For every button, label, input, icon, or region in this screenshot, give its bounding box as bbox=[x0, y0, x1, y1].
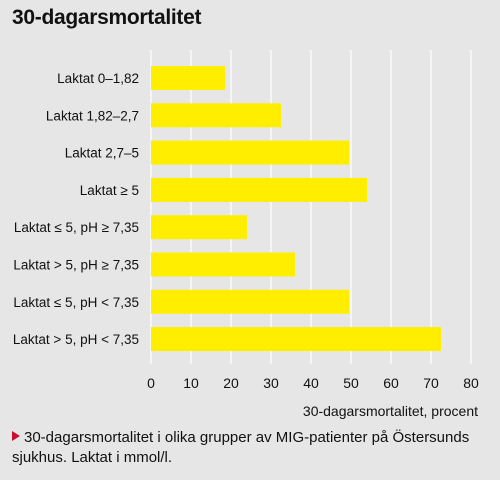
bar bbox=[151, 252, 295, 277]
x-tick-label: 10 bbox=[183, 375, 199, 391]
x-tick-label: 30 bbox=[263, 375, 279, 391]
bar bbox=[151, 327, 441, 352]
category-label: Laktat 1,82–2,7 bbox=[46, 108, 139, 123]
category-label: Laktat 0–1,82 bbox=[57, 71, 139, 86]
bar bbox=[151, 215, 247, 240]
category-label: Laktat ≤ 5, pH ≥ 7,35 bbox=[14, 220, 139, 235]
bar bbox=[151, 177, 367, 202]
x-tick-label: 60 bbox=[383, 375, 399, 391]
bar bbox=[151, 66, 225, 90]
figure-caption: 30-dagarsmortalitet i olika grupper av M… bbox=[12, 428, 490, 468]
bar-chart: Laktat 0–1,82 Laktat 1,82–2,7 Laktat 2,7–5… bbox=[13, 50, 479, 419]
category-label: Laktat > 5, pH ≥ 7,35 bbox=[13, 258, 139, 273]
bar bbox=[151, 140, 349, 165]
chart-title: 30-dagarsmortalitet bbox=[12, 6, 202, 29]
x-tick-label: 70 bbox=[423, 375, 439, 391]
x-tick-label: 20 bbox=[223, 375, 239, 391]
x-tick-label: 40 bbox=[303, 375, 319, 391]
bar bbox=[151, 289, 349, 314]
x-tick-label: 0 bbox=[147, 375, 155, 391]
x-axis-label: 30-dagarsmortalitet, procent bbox=[303, 403, 478, 419]
grid-lines bbox=[150, 50, 472, 364]
category-label: Laktat ≥ 5 bbox=[80, 183, 139, 198]
category-label: Laktat > 5, pH < 7,35 bbox=[13, 332, 139, 347]
x-tick-label: 80 bbox=[463, 375, 479, 391]
bar bbox=[151, 103, 281, 128]
bars bbox=[151, 66, 441, 352]
caption-marker-icon bbox=[12, 431, 20, 441]
category-label: Laktat 2,7–5 bbox=[65, 146, 139, 161]
caption-text: 30-dagarsmortalitet i olika grupper av M… bbox=[12, 429, 470, 466]
category-label: Laktat ≤ 5, pH < 7,35 bbox=[13, 295, 139, 310]
tick-labels: 0 10 20 30 40 50 60 70 80 bbox=[147, 375, 479, 391]
x-tick-label: 50 bbox=[343, 375, 359, 391]
category-labels: Laktat 0–1,82 Laktat 1,82–2,7 Laktat 2,7–5… bbox=[13, 71, 139, 347]
